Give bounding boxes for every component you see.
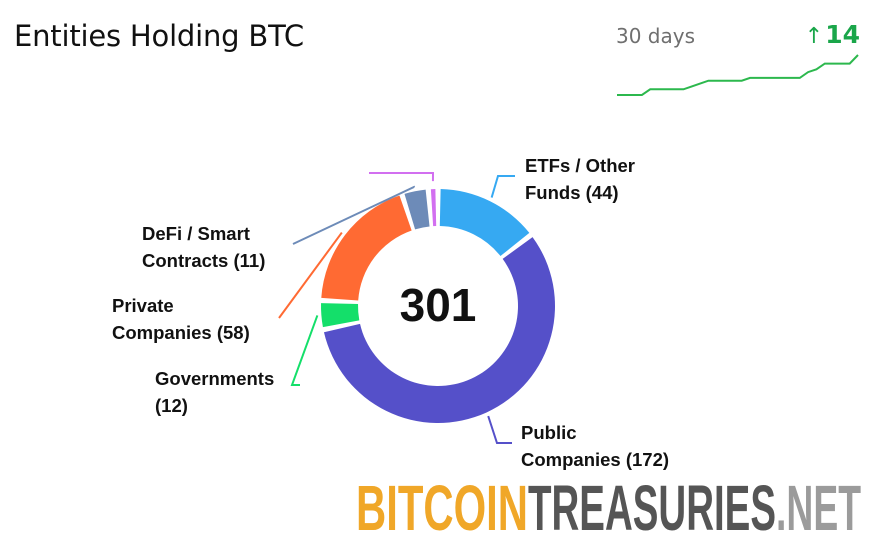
slice-label-0: ETFs / Other Funds (44)	[525, 155, 635, 203]
leader-line-0	[490, 175, 515, 198]
leader-line-5	[369, 172, 435, 182]
sparkline-line	[617, 54, 859, 96]
slice-label-3: Private Companies (58)	[112, 295, 250, 343]
leader-line-3	[278, 231, 343, 319]
slice-label-4: DeFi / Smart Contracts (11)	[142, 223, 265, 271]
up-arrow-icon: ↑	[804, 24, 824, 49]
logo-net: .NET	[776, 474, 861, 536]
leader-line-2	[290, 315, 319, 386]
change-value: 14	[825, 20, 860, 49]
slice-label-2: Governments (12)	[155, 368, 274, 416]
donut-slice-public-companies[interactable]	[323, 237, 556, 424]
logo-treasuries: TREASURIES	[528, 474, 776, 536]
donut-slice-private-companies[interactable]	[321, 195, 412, 301]
change-indicator: ↑14	[805, 20, 860, 49]
donut-slice-unlabeled[interactable]	[430, 189, 437, 227]
total-count: 301	[400, 279, 477, 331]
logo-bitcoin: BITCOIN	[356, 474, 528, 536]
donut-slice-etfs-other-funds[interactable]	[439, 189, 530, 257]
bitcointreasuries-logo: BITCOIN TREASURIES .NET	[356, 474, 861, 536]
chart-title: Entities Holding BTC	[14, 19, 304, 53]
donut-slice-governments[interactable]	[321, 303, 360, 328]
leader-line-1	[487, 415, 512, 444]
slice-label-1: Public Companies (172)	[521, 422, 669, 470]
donut-slice-defi-smart-contracts[interactable]	[404, 189, 430, 230]
leader-line-4	[292, 185, 416, 245]
period-label: 30 days	[616, 24, 696, 48]
